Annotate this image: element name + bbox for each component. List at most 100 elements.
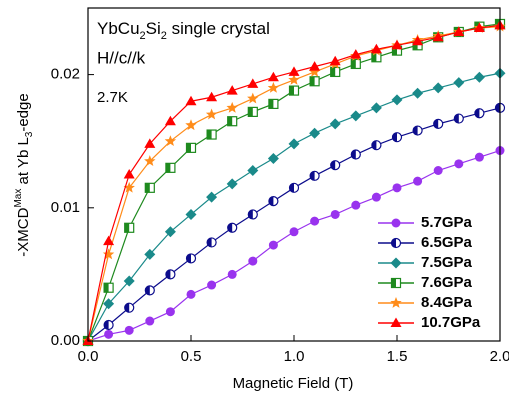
marker-shape <box>144 155 156 167</box>
marker-shape <box>144 138 156 148</box>
data-point <box>453 26 465 36</box>
marker-shape <box>227 223 233 233</box>
marker-shape <box>390 317 402 327</box>
marker-shape <box>267 153 279 165</box>
y-tick-label: 0.02 <box>51 66 80 83</box>
marker-shape <box>473 71 485 83</box>
data-point <box>350 149 361 160</box>
data-point <box>164 226 176 238</box>
data-point <box>247 209 258 220</box>
marker-shape <box>392 132 397 142</box>
annotation-part: YbCu <box>97 19 140 38</box>
data-point <box>288 138 300 150</box>
marker-shape <box>165 163 171 173</box>
data-point <box>473 71 485 83</box>
marker-shape <box>186 253 191 263</box>
data-point <box>330 160 341 171</box>
marker-shape <box>165 307 175 317</box>
marker-shape <box>227 269 237 279</box>
legend-marker <box>391 218 401 228</box>
marker-shape <box>268 196 274 206</box>
data-point <box>103 235 115 246</box>
marker-shape <box>226 85 238 95</box>
marker-shape <box>123 181 135 193</box>
legend-marker <box>390 297 402 308</box>
y-label-part: 3 <box>24 131 35 137</box>
marker-shape <box>104 329 114 339</box>
data-point <box>454 159 464 169</box>
y-tick-label: 0.00 <box>51 332 80 349</box>
data-point <box>185 142 197 153</box>
marker-shape <box>185 95 197 106</box>
data-point <box>473 22 485 32</box>
y-label-part: -edge <box>15 93 32 131</box>
data-point <box>185 119 197 131</box>
data-point <box>103 298 115 310</box>
y-label-part: at Yb L <box>15 137 32 188</box>
marker-shape <box>350 110 362 122</box>
data-point <box>123 169 135 179</box>
marker-shape <box>392 183 402 193</box>
marker-shape <box>330 67 336 77</box>
data-point <box>268 196 279 207</box>
marker-shape <box>267 81 280 93</box>
legend-label: 6.5GPa <box>421 234 473 251</box>
marker-shape <box>268 240 278 250</box>
marker-shape <box>207 130 212 140</box>
marker-shape <box>103 235 115 246</box>
data-point <box>103 282 114 293</box>
data-point <box>226 85 238 95</box>
legend-marker <box>390 317 402 327</box>
marker-shape <box>351 150 356 160</box>
data-point <box>144 155 156 167</box>
data-point <box>164 135 177 147</box>
marker-shape <box>474 108 480 118</box>
data-point <box>103 319 114 331</box>
marker-shape <box>104 320 109 330</box>
data-point <box>391 94 403 106</box>
marker-shape <box>330 209 340 219</box>
marker-shape <box>124 325 134 335</box>
marker-shape <box>453 77 465 89</box>
data-point <box>392 183 402 193</box>
marker-shape <box>248 256 258 266</box>
data-point <box>144 248 156 260</box>
data-point <box>226 101 238 113</box>
data-point <box>370 43 382 54</box>
data-point <box>206 91 218 102</box>
annotation: H//c//k <box>97 48 146 67</box>
legend-marker <box>390 277 402 289</box>
legend-marker <box>390 237 402 249</box>
marker-shape <box>164 135 177 147</box>
data-point <box>453 77 465 89</box>
annotation-part: 2 <box>140 30 146 42</box>
marker-shape <box>391 278 396 288</box>
data-point <box>165 307 175 317</box>
marker-shape <box>205 108 218 120</box>
data-point <box>371 140 382 151</box>
legend-label: 10.7GPa <box>421 314 481 331</box>
data-point <box>329 55 341 66</box>
marker-shape <box>453 26 465 36</box>
legend-label: 8.4GPa <box>421 294 473 311</box>
plot-frame <box>87 7 501 342</box>
marker-shape <box>248 209 253 219</box>
marker-shape <box>329 55 341 66</box>
data-point <box>412 125 423 136</box>
data-point <box>247 92 259 104</box>
marker-shape <box>186 289 196 299</box>
marker-shape <box>390 297 402 308</box>
x-tick-label: 0.5 <box>181 348 202 365</box>
marker-shape <box>145 316 155 326</box>
data-point <box>206 191 218 203</box>
marker-shape <box>247 92 259 104</box>
marker-shape <box>289 183 294 193</box>
marker-shape <box>145 285 150 295</box>
data-point <box>185 95 197 106</box>
data-point <box>267 81 280 93</box>
data-point <box>227 116 238 127</box>
data-point <box>207 280 217 290</box>
data-point <box>308 65 321 77</box>
data-point <box>433 118 444 129</box>
